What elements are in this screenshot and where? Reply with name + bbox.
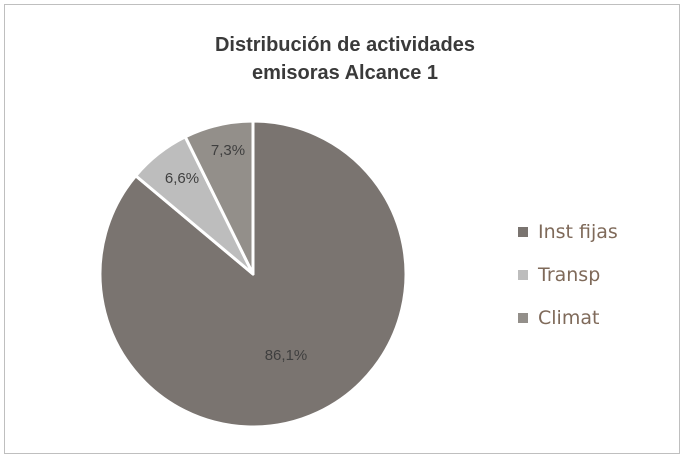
- chart-title-line-2: emisoras Alcance 1: [251, 62, 439, 84]
- chart-border: [4, 4, 680, 454]
- data-label-climat: 7,3%: [211, 142, 245, 159]
- legend-swatch-climat: [518, 313, 528, 323]
- pie-slice-climat: [183, 119, 255, 276]
- data-label-inst-fijas: 86,1%: [265, 347, 308, 364]
- legend-swatch-inst-fijas: [518, 227, 528, 237]
- legend-label-climat: Climat: [538, 307, 600, 329]
- legend-item-climat: Climat: [518, 304, 618, 332]
- legend-item-transp: Transp: [518, 261, 618, 289]
- data-label-transp: 6,6%: [165, 170, 199, 187]
- legend-swatch-transp: [518, 270, 528, 280]
- chart-title-line-1: Distribución de actividades: [214, 34, 476, 56]
- chart-title: Distribución de actividades emisoras Alc…: [148, 31, 542, 87]
- chart-legend: Inst fijas Transp Climat: [518, 218, 618, 347]
- legend-label-transp: Transp: [538, 264, 601, 286]
- legend-item-inst-fijas: Inst fijas: [518, 218, 618, 246]
- legend-label-inst-fijas: Inst fijas: [538, 221, 618, 243]
